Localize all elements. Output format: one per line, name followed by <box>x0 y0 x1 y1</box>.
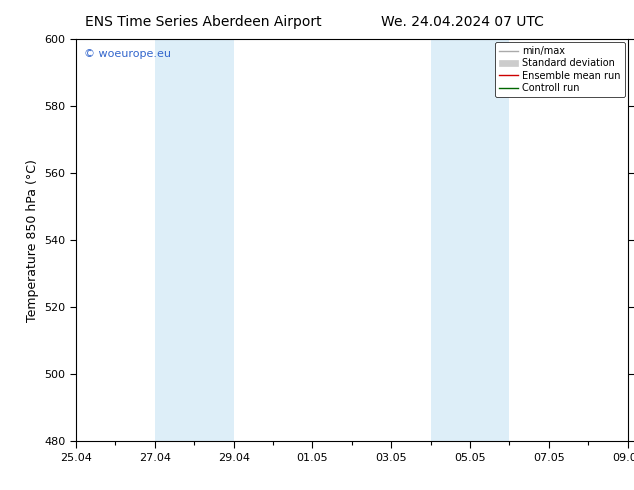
Text: ENS Time Series Aberdeen Airport: ENS Time Series Aberdeen Airport <box>84 15 321 29</box>
Bar <box>155 39 234 441</box>
Bar <box>430 39 510 441</box>
Y-axis label: Temperature 850 hPa (°C): Temperature 850 hPa (°C) <box>26 159 39 321</box>
Text: We. 24.04.2024 07 UTC: We. 24.04.2024 07 UTC <box>382 15 544 29</box>
Legend: min/max, Standard deviation, Ensemble mean run, Controll run: min/max, Standard deviation, Ensemble me… <box>495 42 624 97</box>
Text: © woeurope.eu: © woeurope.eu <box>84 49 171 59</box>
